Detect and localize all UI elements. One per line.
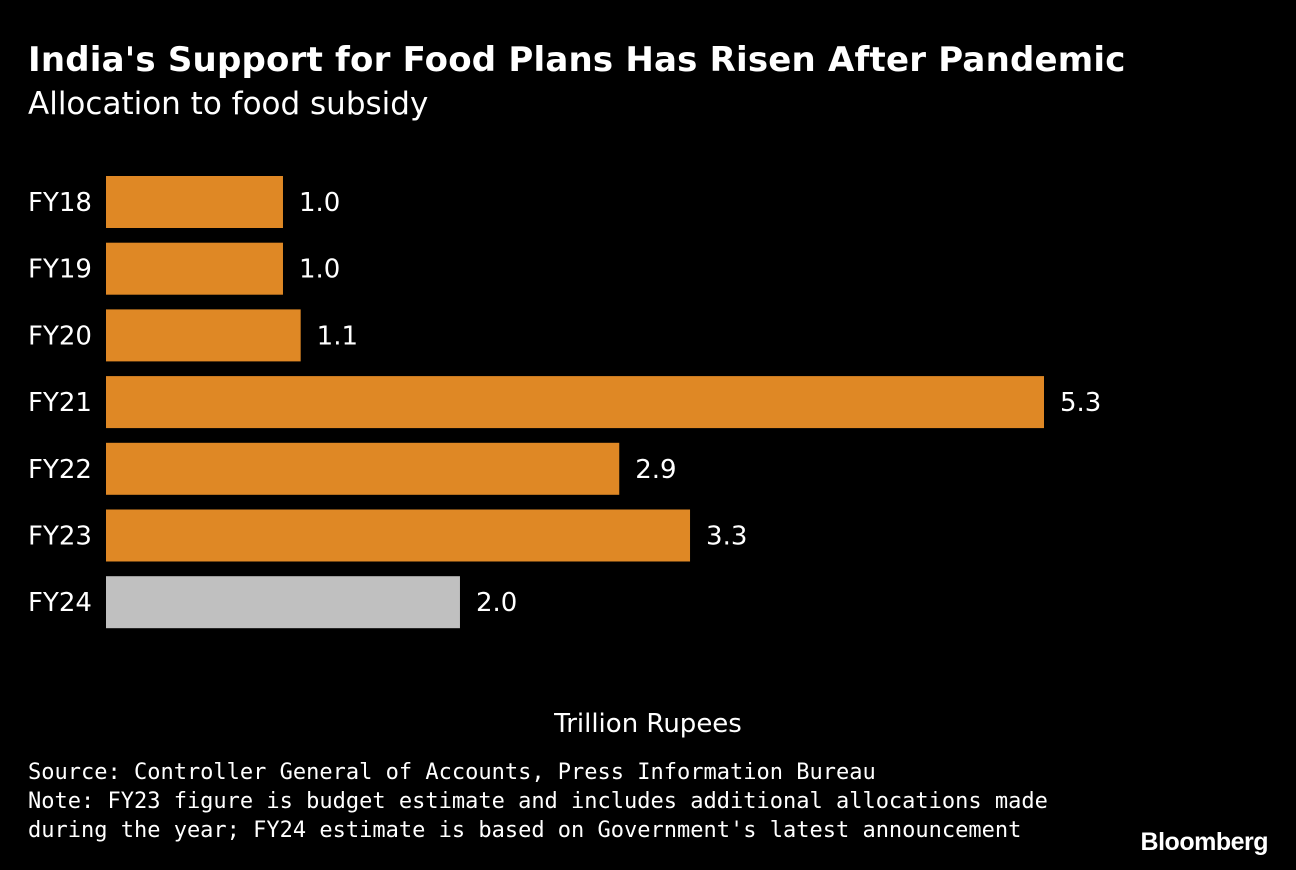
- note-text: Note: FY23 figure is budget estimate and…: [28, 789, 1062, 843]
- bar-fy19: [106, 242, 283, 295]
- data-label-fy18: 1.0: [299, 188, 340, 218]
- data-label-fy19: 1.0: [299, 255, 340, 285]
- bar-fy20: [106, 309, 301, 362]
- y-tick-label-fy23: FY23: [28, 522, 92, 552]
- bar-fy23: [106, 509, 691, 562]
- bloomberg-logo: Bloomberg: [1140, 828, 1269, 856]
- y-tick-label-fy19: FY19: [28, 255, 92, 285]
- y-tick-label-fy21: FY21: [28, 388, 92, 418]
- y-tick-label-fy20: FY20: [28, 321, 92, 351]
- data-label-fy22: 2.9: [635, 455, 676, 485]
- bar-chart: FY18 1.0 FY19 1.0 FY20 1.1 FY21 5.3 FY22 2.9 FY23 3…: [28, 176, 1101, 629]
- chart-title: India's Support for Food Plans Has Risen…: [28, 40, 1126, 80]
- bar-fy22: [106, 442, 620, 495]
- data-label-fy20: 1.1: [317, 321, 358, 351]
- bar-fy21: [106, 376, 1044, 429]
- y-tick-label-fy24: FY24: [28, 588, 92, 618]
- y-tick-label-fy18: FY18: [28, 188, 92, 218]
- bar-fy24: [106, 576, 460, 629]
- chart-subtitle: Allocation to food subsidy: [28, 86, 429, 122]
- data-label-fy24: 2.0: [476, 588, 517, 618]
- data-label-fy21: 5.3: [1060, 388, 1101, 418]
- data-label-fy23: 3.3: [706, 522, 747, 552]
- source-text: Source: Controller General of Accounts, …: [28, 760, 876, 785]
- y-tick-label-fy22: FY22: [28, 455, 92, 485]
- x-axis-label: Trillion Rupees: [554, 709, 742, 739]
- bar-fy18: [106, 176, 283, 228]
